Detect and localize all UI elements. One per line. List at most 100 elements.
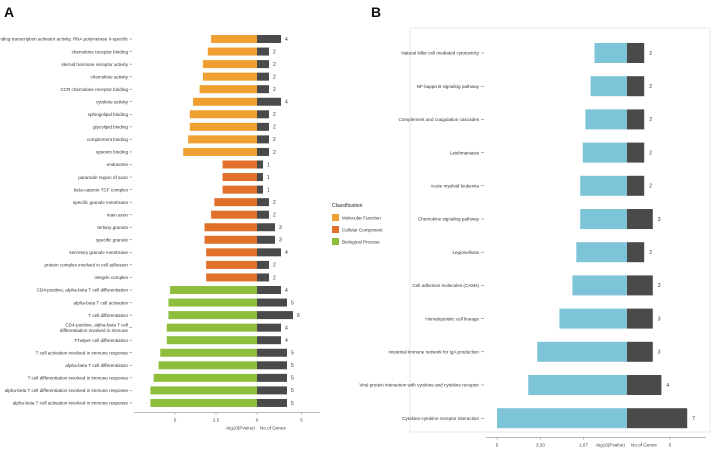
pvalue-bar: [150, 386, 257, 395]
pvalue-bar: [211, 210, 257, 219]
pvalue-bar: [222, 160, 257, 169]
gene-count-bar: [257, 147, 269, 156]
category-label: Cell adhesion molecules (CAMs): [412, 283, 479, 288]
gene-count-bar: [627, 43, 645, 63]
gene-count-bar: [257, 311, 293, 320]
gene-count-bar: [257, 386, 287, 395]
category-label: T cell differentiation involved in immun…: [28, 376, 129, 381]
gene-count-bar: [257, 160, 263, 169]
pvalue-bar: [170, 286, 257, 294]
gene-count-label: 2: [649, 51, 652, 57]
category-label: specific granule membrane: [73, 200, 129, 205]
gene-count-bar: [257, 348, 287, 357]
gene-count-bar: [257, 286, 281, 294]
pvalue-bar: [160, 348, 257, 357]
gene-count-bar: [257, 361, 287, 370]
pvalue-bar: [537, 341, 627, 362]
category-label: Hematopoietic cell lineage: [425, 316, 479, 321]
gene-count-bar: [257, 373, 287, 382]
category-label: opsonin binding: [96, 150, 129, 155]
gene-count-bar: [257, 122, 269, 131]
category-label: chemokine receptor binding: [72, 49, 129, 54]
gene-count-label: 2: [273, 74, 276, 80]
pvalue-bar: [206, 260, 257, 269]
gene-count-bar: [257, 273, 269, 282]
gene-count-label: 2: [273, 49, 276, 55]
gene-count-bar: [257, 97, 281, 106]
gene-count-bar: [257, 398, 287, 407]
gene-count-label: 5: [291, 351, 294, 357]
pvalue-bar: [207, 47, 257, 56]
category-label: cytokine activity: [96, 99, 129, 104]
gene-count-bar: [257, 110, 269, 119]
gene-count-label: 3: [279, 225, 282, 231]
pvalue-bar: [211, 35, 257, 43]
gene-count-label: 2: [273, 112, 276, 118]
pvalue-bar: [193, 97, 257, 106]
legend-item-label: Biological Process: [342, 240, 380, 245]
category-label: T-helper cell differentiation: [74, 338, 128, 343]
gene-count-bar: [627, 242, 645, 263]
category-label: T cell activation involved in immune res…: [36, 350, 129, 355]
category-label: complement binding: [87, 137, 129, 142]
category-label: endosome: [107, 162, 129, 167]
gene-count-label: 4: [285, 100, 288, 106]
category-label: beta-catenin-TCF complex: [74, 187, 129, 192]
gene-count-label: 1: [267, 175, 270, 181]
x-axis-label-pvalue: -log10(Pvalue): [595, 442, 625, 447]
gene-count-bar: [627, 408, 688, 429]
gene-count-label: 3: [658, 217, 661, 223]
x-tick-label: 0: [256, 418, 259, 423]
panel-b-label: B: [371, 4, 381, 20]
pvalue-bar: [206, 273, 257, 282]
pvalue-bar: [202, 72, 257, 81]
category-label: integrin complex: [95, 275, 129, 280]
category-label: main axon: [107, 212, 129, 217]
pvalue-bar: [189, 122, 257, 131]
gene-count-bar: [257, 223, 275, 232]
pvalue-bar: [585, 109, 627, 130]
panel-b-frame: [409, 27, 711, 433]
category-label: specific granule: [96, 238, 128, 243]
gene-count-label: 4: [285, 37, 288, 43]
gene-count-bar: [257, 248, 281, 257]
category-label: Chemokine signaling pathway: [418, 217, 480, 222]
category-label: Viral protein interaction with cytokine …: [359, 383, 479, 388]
gene-count-label: 2: [649, 184, 652, 190]
gene-count-label: 2: [649, 117, 652, 123]
pvalue-bar: [497, 408, 627, 429]
category-label: sphingolipid binding: [88, 112, 129, 117]
gene-count-bar: [627, 308, 653, 329]
gene-count-bar: [627, 375, 662, 395]
x-tick-label: 5: [669, 442, 672, 447]
pvalue-bar: [199, 85, 257, 94]
gene-count-label: 1: [267, 162, 270, 168]
pvalue-bar: [214, 198, 257, 207]
gene-count-label: 3: [658, 350, 661, 356]
category-label: Leishmaniasis: [450, 150, 480, 155]
gene-count-bar: [627, 209, 653, 229]
x-tick-label: 2.5: [213, 418, 220, 423]
gene-count-bar: [257, 298, 287, 307]
gene-count-label: 3: [279, 238, 282, 244]
gene-count-bar: [257, 60, 269, 69]
x-axis-label-pvalue: -log10(Pvalue): [225, 426, 255, 431]
pvalue-bar: [590, 76, 627, 97]
x-axis-label-genes: No.of Genes: [631, 442, 657, 447]
category-label: paranode region of axon: [78, 175, 128, 180]
gene-count-bar: [257, 35, 281, 43]
category-label: alpha-beta T cell activation: [74, 300, 129, 305]
gene-count-bar: [627, 76, 645, 97]
gene-count-label: 2: [273, 62, 276, 68]
gene-count-bar: [257, 47, 269, 56]
gene-count-bar: [627, 175, 645, 196]
gene-count-label: 5: [291, 401, 294, 407]
gene-count-bar: [257, 210, 269, 219]
category-label: NF-kappa B signaling pathway: [417, 84, 480, 89]
category-label: differentiation involved in immune: [60, 328, 129, 333]
category-label: CD4-positive, alpha-beta T cell differen…: [37, 288, 129, 293]
panel-a-label: A: [4, 4, 14, 20]
pvalue-bar: [153, 373, 257, 382]
gene-count-label: 2: [649, 150, 652, 156]
legend-swatch: [332, 226, 339, 233]
